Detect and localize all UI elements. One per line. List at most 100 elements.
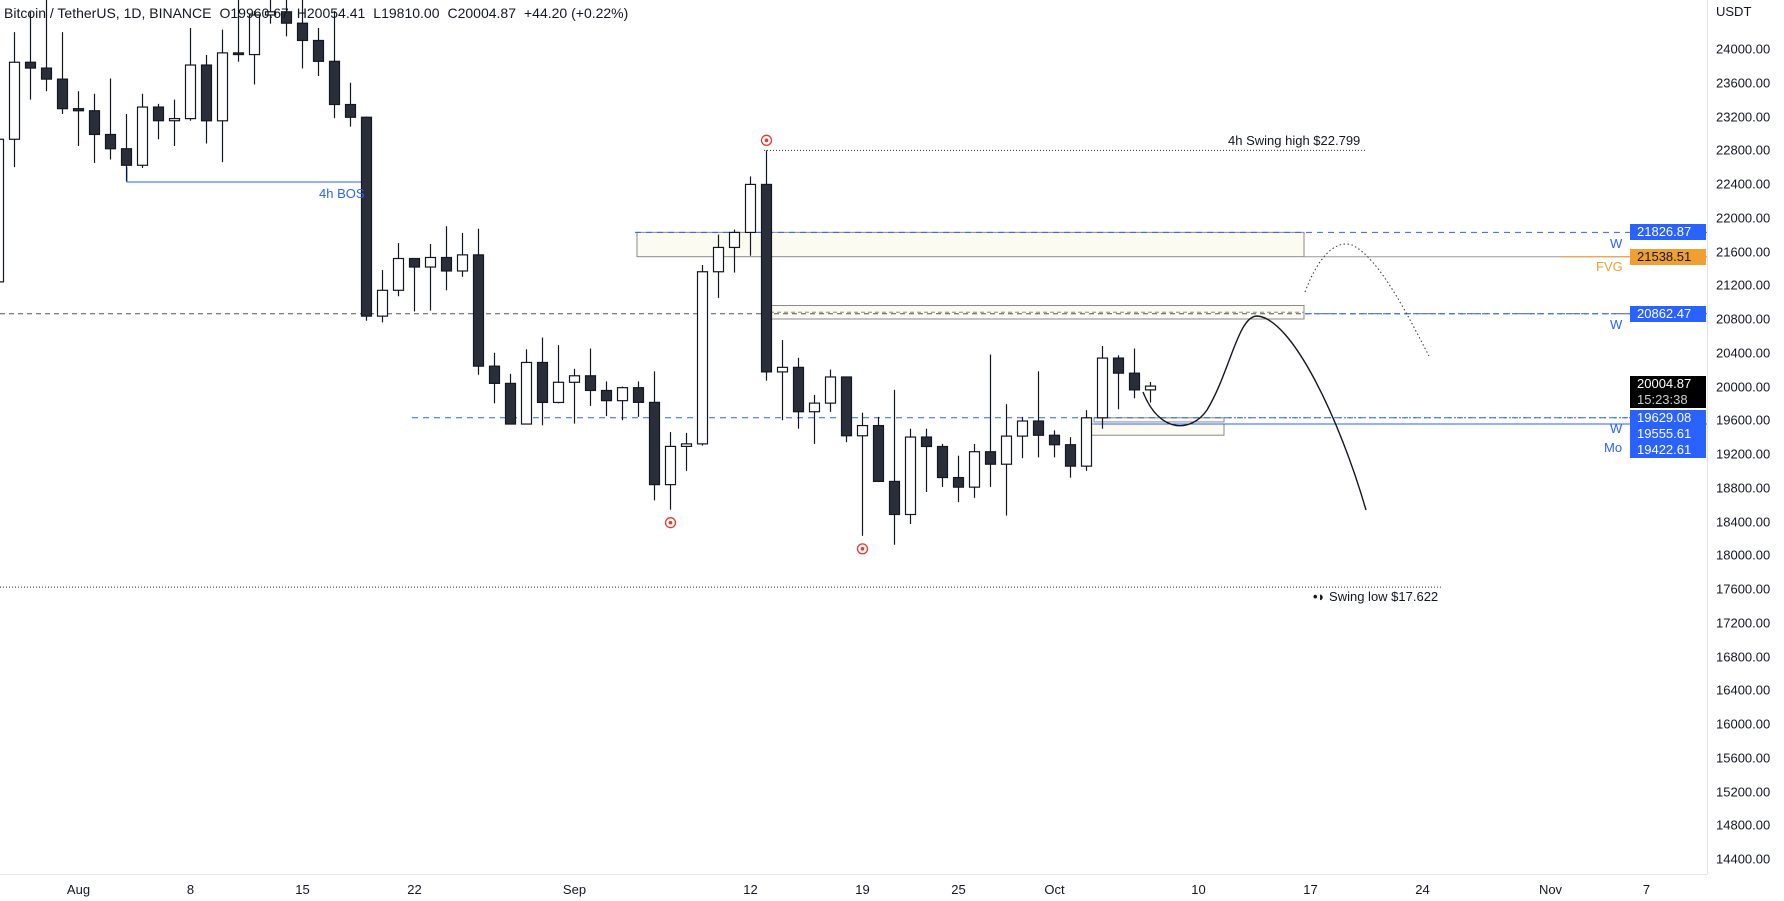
- candle-Oct1: [1048, 430, 1061, 458]
- candle-Aug18: [344, 82, 357, 127]
- candle-Oct3: [1080, 410, 1093, 471]
- time-tick: Oct: [1044, 882, 1065, 897]
- drawing-layer: [0, 149, 1707, 588]
- bos-line: [126, 167, 362, 183]
- price-tick: 20000.00: [1716, 379, 1771, 394]
- w-label-low: W: [1610, 421, 1623, 436]
- candle-Aug15: [296, 0, 309, 69]
- candle-Jul27: [0, 138, 5, 283]
- candle-body: [232, 52, 245, 56]
- candle-body: [920, 436, 933, 448]
- ohlc-change: +44.20 (+0.22%): [524, 5, 629, 21]
- pivot-marker-dot: [668, 520, 673, 525]
- time-tick: 22: [407, 882, 422, 897]
- symbol-name[interactable]: Bitcoin / TetherUS, 1D, BINANCE: [4, 5, 212, 21]
- candle-Sep30: [1032, 371, 1045, 458]
- candle-body: [328, 60, 341, 106]
- candle-body: [376, 289, 389, 317]
- candle-body: [840, 376, 853, 437]
- candle-Aug19: [360, 116, 373, 321]
- candle-Oct5: [1112, 355, 1125, 410]
- currency-label: USDT: [1716, 4, 1752, 19]
- candle-body: [1096, 357, 1109, 419]
- ohlc-low: L19810.00: [373, 5, 440, 21]
- candle-Sep20: [872, 416, 885, 483]
- price-axis[interactable]: USDT 24000.00 23600.00 23200.00 22800.00 224…: [1707, 0, 1784, 874]
- candle-body: [584, 375, 597, 392]
- candle-Sep22: [904, 428, 917, 525]
- candle-body: [536, 361, 549, 404]
- candle-body: [488, 365, 501, 384]
- w-label-mid: W: [1610, 317, 1623, 332]
- time-tick: 12: [743, 882, 758, 897]
- pivot-marker-ring: [760, 134, 773, 146]
- candle-Sep3: [600, 381, 613, 417]
- candle-Aug14: [280, 0, 293, 37]
- candle-Sep24: [936, 443, 949, 487]
- candle-body: [696, 271, 709, 445]
- last-price-tag: 20004.87 15:23:38: [1630, 376, 1706, 408]
- candle-Aug4: [120, 113, 133, 182]
- bos-label: 4h BOS: [319, 186, 365, 201]
- candle-Sep17: [824, 369, 837, 412]
- candle-Aug1: [72, 91, 85, 147]
- w-label-high: W: [1610, 236, 1623, 251]
- candle-body: [1032, 420, 1045, 436]
- candle-body: [184, 64, 197, 120]
- price-tick: 21200.00: [1716, 277, 1771, 293]
- candle-body: [1128, 372, 1141, 391]
- time-tick: 8: [186, 882, 195, 897]
- candle-body: [824, 376, 837, 404]
- candle-Sep2: [584, 348, 597, 406]
- candle-body: [24, 61, 37, 69]
- candle-body: [744, 183, 757, 234]
- time-tick: 24: [1415, 882, 1430, 897]
- candle-body: [680, 443, 693, 448]
- candle-Aug26: [472, 228, 485, 375]
- price-tick: 24000.00: [1716, 41, 1771, 57]
- candle-body: [1064, 444, 1077, 467]
- fvg-box: [636, 231, 1305, 258]
- candle-Aug20: [376, 270, 389, 323]
- candle-Sep23: [920, 428, 933, 492]
- price-tick: 15600.00: [1716, 750, 1771, 766]
- candle-body: [472, 254, 485, 367]
- price-tick: 19200.00: [1716, 446, 1771, 462]
- candle-body: [552, 381, 565, 404]
- candle-Aug6: [152, 103, 165, 140]
- pivot-marker-dot: [860, 547, 865, 551]
- candle-Jul31: [56, 32, 69, 114]
- candle-Oct6: [1128, 348, 1141, 399]
- candle-body: [344, 103, 357, 118]
- candle-body: [152, 106, 165, 122]
- candle-body: [120, 148, 133, 166]
- candle-body: [56, 78, 69, 110]
- projection-path: [1142, 315, 1367, 511]
- price-tick: 23600.00: [1716, 75, 1771, 91]
- candle-body: [40, 67, 53, 80]
- candle-Aug22: [408, 257, 421, 312]
- candle-Jul28: [8, 32, 21, 168]
- candle-Aug9: [200, 54, 213, 144]
- time-axis[interactable]: Aug 8 15 22 Sep 12 19 25 Oct 10 17 24 Nov 7: [0, 874, 1707, 901]
- candle-body: [872, 424, 885, 483]
- candle-Aug12: [248, 11, 261, 85]
- candle-Sep11: [728, 229, 741, 273]
- time-tick: Sep: [562, 882, 587, 897]
- price-tick: 16000.00: [1716, 716, 1771, 732]
- candle-Aug2: [88, 93, 101, 163]
- candle-body: [424, 256, 437, 268]
- candle-Sep21: [888, 389, 901, 545]
- candle-Sep10: [712, 234, 725, 298]
- swing-high-label: 4h Swing high $22.799: [1228, 133, 1361, 148]
- candle-Sep29: [1016, 416, 1029, 459]
- candle-body: [312, 39, 325, 62]
- swing-low-label: •◗ Swing low $17.622: [1313, 589, 1438, 604]
- candle-Aug3: [104, 78, 117, 160]
- candle-Aug17: [328, 11, 341, 119]
- candle-body: [664, 445, 677, 486]
- candle-Sep6: [648, 371, 661, 501]
- candle-body: [616, 387, 629, 402]
- candle-body: [792, 366, 805, 413]
